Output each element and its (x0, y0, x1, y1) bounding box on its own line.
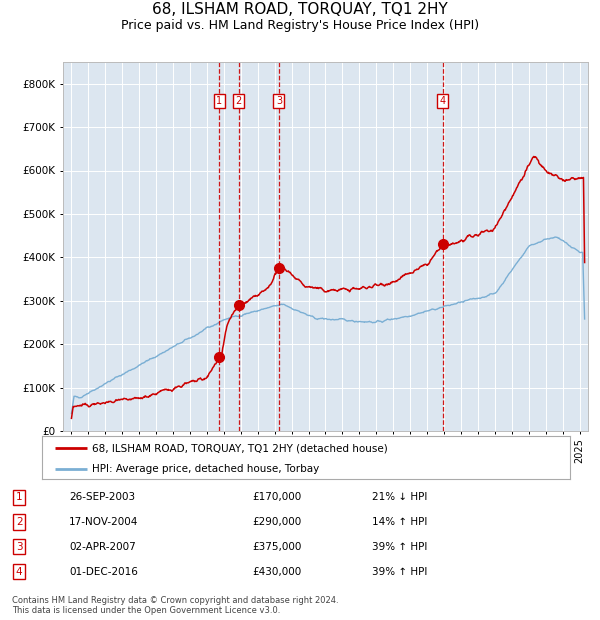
Text: 02-APR-2007: 02-APR-2007 (69, 542, 136, 552)
Text: 39% ↑ HPI: 39% ↑ HPI (372, 567, 427, 577)
Text: 2: 2 (236, 96, 242, 106)
Text: Price paid vs. HM Land Registry's House Price Index (HPI): Price paid vs. HM Land Registry's House … (121, 19, 479, 32)
Text: 1: 1 (216, 96, 223, 106)
Text: 17-NOV-2004: 17-NOV-2004 (69, 517, 139, 527)
Text: 26-SEP-2003: 26-SEP-2003 (69, 492, 135, 502)
Text: HPI: Average price, detached house, Torbay: HPI: Average price, detached house, Torb… (92, 464, 319, 474)
Text: 3: 3 (16, 542, 23, 552)
Text: Contains HM Land Registry data © Crown copyright and database right 2024.
This d: Contains HM Land Registry data © Crown c… (12, 596, 338, 615)
Text: 68, ILSHAM ROAD, TORQUAY, TQ1 2HY (detached house): 68, ILSHAM ROAD, TORQUAY, TQ1 2HY (detac… (92, 443, 388, 453)
Text: 21% ↓ HPI: 21% ↓ HPI (372, 492, 427, 502)
Text: £290,000: £290,000 (252, 517, 301, 527)
Text: 4: 4 (440, 96, 446, 106)
Text: 1: 1 (16, 492, 23, 502)
Text: 01-DEC-2016: 01-DEC-2016 (69, 567, 138, 577)
Text: 39% ↑ HPI: 39% ↑ HPI (372, 542, 427, 552)
Text: 14% ↑ HPI: 14% ↑ HPI (372, 517, 427, 527)
Text: £170,000: £170,000 (252, 492, 301, 502)
Text: 68, ILSHAM ROAD, TORQUAY, TQ1 2HY: 68, ILSHAM ROAD, TORQUAY, TQ1 2HY (152, 2, 448, 17)
Text: £375,000: £375,000 (252, 542, 301, 552)
Text: 3: 3 (276, 96, 282, 106)
Text: 2: 2 (16, 517, 23, 527)
Text: 4: 4 (16, 567, 23, 577)
Text: £430,000: £430,000 (252, 567, 301, 577)
